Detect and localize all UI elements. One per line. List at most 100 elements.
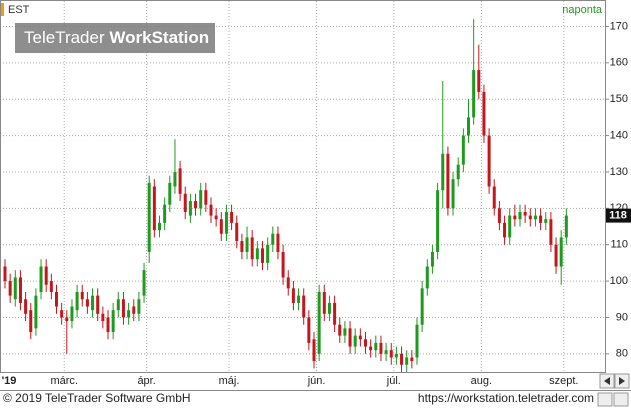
candle-body — [101, 313, 105, 322]
candle-body — [461, 135, 465, 165]
watermark: TeleTrader WorkStation — [24, 28, 209, 47]
candle-body — [539, 215, 543, 223]
last-value-label: 118 — [609, 210, 627, 222]
candle-body — [158, 222, 161, 231]
candle-body — [137, 299, 141, 314]
candle-body — [322, 291, 326, 314]
candle-body — [317, 291, 321, 354]
candle-body — [111, 310, 115, 332]
candle-body — [70, 306, 74, 322]
plot-frame — [0, 0, 606, 373]
candle-body — [374, 342, 378, 351]
candle-body — [255, 248, 259, 260]
candle-body — [492, 186, 496, 209]
candle-body — [291, 288, 295, 303]
candle-body — [235, 222, 239, 242]
candle-body — [199, 190, 203, 209]
candle-body — [18, 277, 22, 303]
candle-body — [410, 357, 414, 362]
scroll-right-icon — [619, 377, 625, 385]
candle-body — [29, 310, 33, 332]
candle-body — [39, 266, 43, 292]
candle-body — [420, 288, 424, 325]
x-tick-label: jún. — [307, 375, 326, 387]
candle-body — [415, 324, 419, 358]
watermark-part: WorkStation — [109, 28, 209, 47]
candle-body — [379, 342, 383, 354]
candle-body — [425, 266, 429, 289]
candle-body — [281, 251, 285, 278]
candle-body — [307, 317, 311, 343]
candle-body — [3, 266, 7, 282]
zoom-out-button[interactable] — [597, 392, 613, 407]
candle-body — [261, 248, 264, 263]
y-tick-label: 100 — [610, 275, 628, 287]
candle-body — [369, 346, 373, 351]
candle-body — [544, 219, 548, 223]
candle-body — [240, 241, 244, 252]
candle-body — [456, 164, 460, 180]
candle-body — [152, 186, 156, 231]
x-tick-label: szept. — [549, 375, 578, 387]
candle-body — [132, 306, 136, 314]
candle-body — [85, 299, 89, 307]
candle-body — [297, 295, 301, 303]
candle-body — [559, 237, 563, 267]
candle-body — [487, 135, 491, 187]
candle-body — [338, 324, 342, 336]
candle-body — [209, 204, 213, 216]
candle-body — [13, 277, 17, 300]
candle-body — [430, 251, 434, 267]
watermark-box — [15, 23, 215, 53]
y-tick-label: 110 — [610, 239, 628, 251]
candle-body — [348, 328, 352, 347]
x-tick-label: júl. — [386, 375, 401, 387]
candle-body — [353, 335, 357, 347]
x-tick-label: máj. — [219, 375, 240, 387]
y-tick-label: 170 — [610, 20, 628, 32]
candle-body — [358, 335, 362, 340]
copyright: © 2019 TeleTrader Software GmbH — [3, 391, 191, 405]
y-tick-label: 130 — [610, 166, 628, 178]
candle-body — [302, 295, 306, 318]
candle-body — [276, 233, 280, 252]
candle-body — [116, 299, 120, 311]
candle-body — [446, 153, 450, 209]
candle-body — [266, 244, 270, 263]
candle-body — [219, 219, 223, 234]
candle-body — [163, 204, 167, 223]
candle-body — [528, 215, 532, 220]
candle-body — [405, 357, 409, 365]
candle-body — [518, 211, 522, 220]
candle-body — [96, 295, 100, 314]
candle-body — [142, 270, 146, 296]
url: https://workstation.teletrader.com — [418, 391, 594, 405]
candle-body — [503, 222, 507, 238]
zoom-in-button[interactable] — [613, 392, 629, 407]
candle-body — [436, 190, 440, 252]
candle-body — [564, 215, 568, 238]
candle-body — [245, 237, 249, 252]
y-tick-label: 80 — [616, 348, 628, 360]
scroll-left-icon — [604, 377, 610, 385]
y-tick-label: 140 — [610, 129, 628, 141]
candle-body — [34, 295, 38, 329]
candle-body — [178, 168, 182, 194]
candle-body — [467, 117, 470, 136]
candle-body — [147, 182, 151, 252]
x-tick-label: ápr. — [137, 375, 155, 387]
x-tick-label: aug. — [471, 375, 492, 387]
candle-body — [204, 190, 208, 205]
candle-body — [333, 302, 337, 325]
candle-body — [389, 350, 393, 358]
candle-body — [549, 219, 553, 245]
candle-body — [533, 215, 537, 220]
candle-body — [80, 291, 84, 300]
candle-body — [55, 291, 58, 307]
candle-body — [173, 171, 177, 187]
x-tick-label: márc. — [50, 375, 78, 387]
candle-body — [8, 281, 12, 296]
candle-body — [230, 211, 234, 223]
